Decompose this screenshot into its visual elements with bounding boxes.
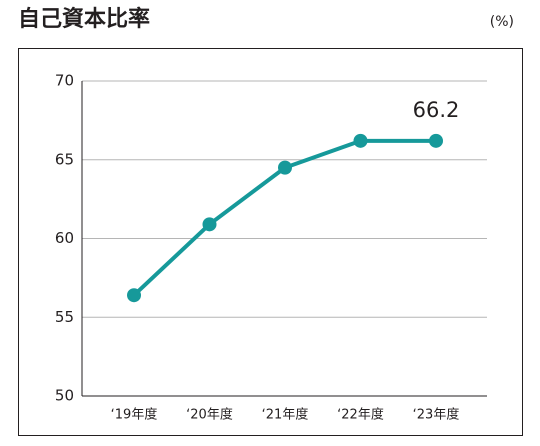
x-tick-label: ‘21年度 [262,407,309,423]
y-tick-label: 70 [55,72,74,90]
x-tick-label: ‘20年度 [186,407,233,423]
point [353,133,368,148]
y-tick-label: 50 [55,387,74,405]
y-tick-label: 55 [55,308,74,326]
y-tick-label: 60 [55,229,74,247]
unit-label: (%) [490,14,514,30]
x-tick-label: ‘19年度 [111,407,158,423]
chart-title: 自己資本比率 [18,6,150,32]
point [202,217,217,232]
data-label: 66.2 [413,98,460,122]
x-tick-label: ‘22年度 [337,407,384,423]
point [429,133,443,148]
point [278,160,292,175]
x-tick-label: ‘23年度 [413,407,460,423]
y-tick-label: 65 [55,150,74,168]
chart-frame [18,48,523,436]
point [127,288,141,303]
